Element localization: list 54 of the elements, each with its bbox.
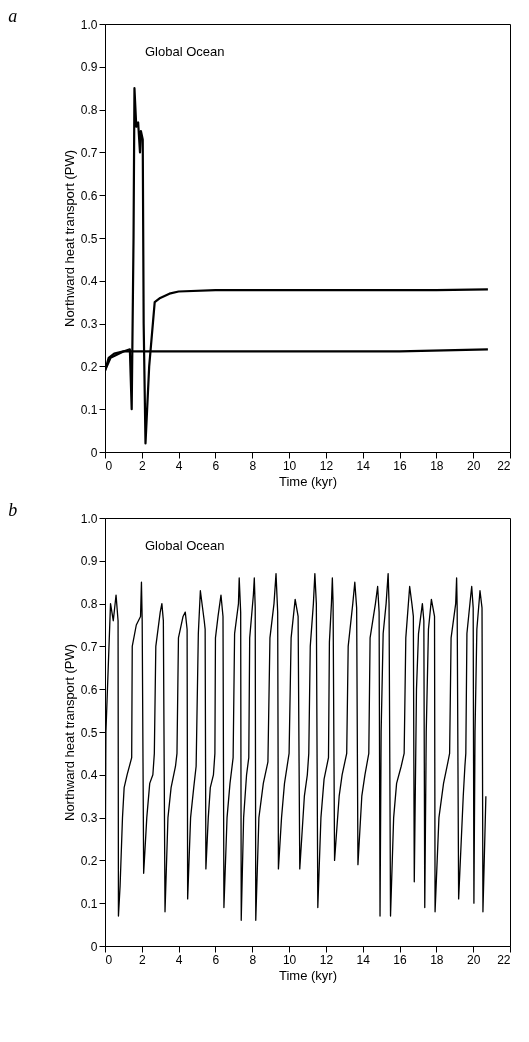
y-tick-label: 0.4 — [80, 768, 98, 783]
x-tick-label: 8 — [249, 458, 257, 473]
x-tick-label: 6 — [212, 458, 220, 473]
y-tick-label: 0 — [90, 445, 98, 460]
x-tick-label: 0 — [105, 952, 113, 967]
y-tick-label: 0.7 — [80, 145, 98, 160]
y-axis-title: Northward heat transport (PW) — [61, 643, 77, 822]
y-tick-label: 0.9 — [80, 554, 98, 569]
x-tick-label: 8 — [249, 952, 257, 967]
y-tick-label: 1.0 — [80, 511, 98, 526]
x-tick-label: 16 — [393, 952, 408, 967]
x-tick-label: 10 — [282, 952, 297, 967]
x-tick-label: 18 — [430, 952, 444, 967]
chart-title: a — [8, 6, 18, 26]
y-axis-title: Northward heat transport (PW) — [61, 149, 77, 328]
y-tick-label: 0.4 — [80, 274, 98, 289]
y-tick-label: 0.2 — [80, 853, 98, 868]
x-tick-label: 22 — [497, 952, 511, 967]
x-tick-label: 10 — [282, 458, 297, 473]
y-tick-label: 0.6 — [80, 682, 98, 697]
y-tick-label: 0.3 — [80, 317, 98, 332]
x-tick-label: 4 — [175, 458, 183, 473]
y-tick-label: 0.3 — [80, 811, 98, 826]
x-tick-label: 14 — [356, 458, 371, 473]
x-tick-label: 20 — [467, 458, 481, 473]
x-tick-label: 6 — [212, 952, 220, 967]
y-tick-label: 0.1 — [80, 896, 98, 911]
annotation: Global Ocean — [145, 44, 225, 59]
x-axis-title: Time (kyr) — [278, 967, 338, 983]
y-tick-label: 0 — [90, 939, 98, 954]
y-tick-label: 0.5 — [80, 725, 98, 740]
x-tick-label: 14 — [356, 952, 371, 967]
annotation: Global Ocean — [145, 538, 225, 553]
y-tick-label: 0.2 — [80, 359, 98, 374]
x-tick-label: 12 — [319, 952, 334, 967]
x-tick-label: 18 — [430, 458, 444, 473]
y-tick-label: 0.6 — [80, 188, 98, 203]
y-tick-label: 1.0 — [80, 17, 98, 32]
y-tick-label: 0.9 — [80, 60, 98, 75]
x-tick-label: 4 — [175, 952, 183, 967]
x-axis-title: Time (kyr) — [278, 473, 338, 489]
y-tick-label: 0.8 — [80, 103, 98, 118]
x-tick-label: 22 — [497, 458, 511, 473]
x-tick-label: 2 — [138, 458, 146, 473]
x-tick-label: 20 — [467, 952, 481, 967]
y-tick-label: 0.8 — [80, 597, 98, 612]
chart-title: b — [8, 500, 18, 520]
x-tick-label: 16 — [393, 458, 408, 473]
y-tick-label: 0.1 — [80, 402, 98, 417]
y-tick-label: 0.5 — [80, 231, 98, 246]
y-tick-label: 0.7 — [80, 639, 98, 654]
x-tick-label: 12 — [319, 458, 334, 473]
x-tick-label: 2 — [138, 952, 146, 967]
x-tick-label: 0 — [105, 458, 113, 473]
